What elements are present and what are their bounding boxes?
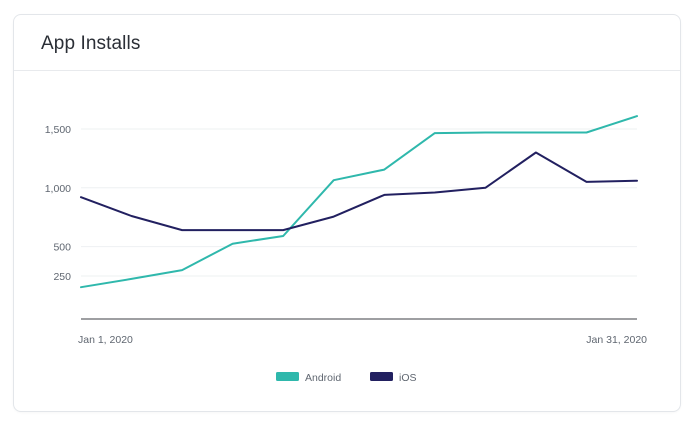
legend-label-ios: iOS	[399, 372, 417, 384]
card-title: App Installs	[41, 33, 141, 54]
card-header: App Installs	[14, 15, 680, 71]
y-tick-label: 1,500	[45, 124, 71, 136]
legend-label-android: Android	[305, 372, 341, 384]
y-axis: 250 500 1,000 1,500	[45, 124, 71, 283]
grid-lines	[81, 128, 637, 277]
x-tick-label: Jan 1, 2020	[78, 334, 133, 346]
y-tick-label: 250	[53, 271, 71, 283]
series-lines	[80, 115, 638, 289]
legend: Android iOS	[276, 372, 417, 384]
series-line-ios	[80, 151, 638, 232]
y-tick-label: 500	[53, 242, 71, 254]
y-tick-label: 1,000	[45, 183, 71, 195]
x-axis: Jan 1, 2020 Jan 31, 2020	[78, 318, 647, 346]
x-tick-label: Jan 31, 2020	[586, 334, 647, 346]
legend-swatch-ios	[370, 372, 393, 381]
legend-swatch-android	[276, 372, 299, 381]
series-line-android	[80, 115, 638, 289]
